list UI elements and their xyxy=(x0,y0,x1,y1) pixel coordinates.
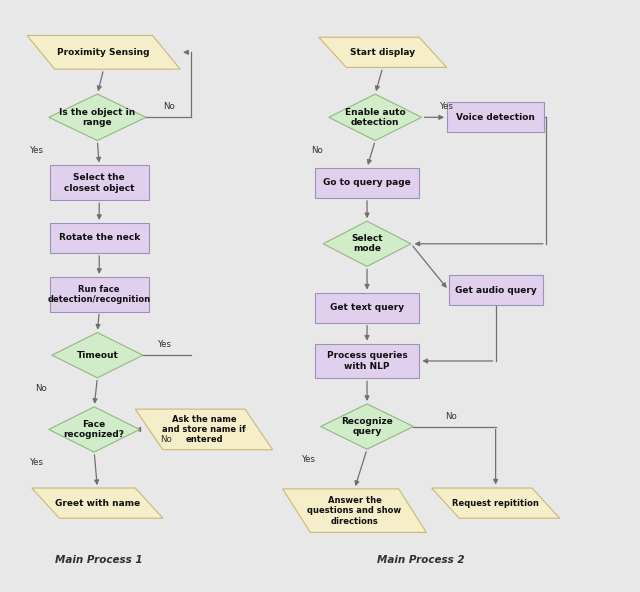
Bar xyxy=(449,275,543,305)
Polygon shape xyxy=(32,488,163,518)
Polygon shape xyxy=(135,409,273,450)
Text: No: No xyxy=(163,102,175,111)
Text: Run face
detection/recognition: Run face detection/recognition xyxy=(47,285,151,304)
Text: Timeout: Timeout xyxy=(76,350,118,360)
Text: No: No xyxy=(445,411,457,420)
Text: Start display: Start display xyxy=(350,48,415,57)
Bar xyxy=(50,277,148,311)
Text: Main Process 1: Main Process 1 xyxy=(56,555,143,565)
Text: Ask the name
and store name if
entered: Ask the name and store name if entered xyxy=(162,414,246,445)
Text: Request repitition: Request repitition xyxy=(452,498,539,507)
Text: No: No xyxy=(160,435,172,445)
Bar xyxy=(316,343,419,378)
Text: Go to query page: Go to query page xyxy=(323,178,411,188)
Text: Get audio query: Get audio query xyxy=(455,286,536,295)
Text: No: No xyxy=(35,384,47,392)
Bar xyxy=(316,168,419,198)
Text: Proximity Sensing: Proximity Sensing xyxy=(58,48,150,57)
Text: Is the object in
range: Is the object in range xyxy=(60,108,136,127)
Bar xyxy=(316,292,419,323)
Polygon shape xyxy=(319,37,447,67)
Text: Select the
closest object: Select the closest object xyxy=(64,173,134,192)
Text: Answer the
questions and show
directions: Answer the questions and show directions xyxy=(307,496,401,526)
Text: Yes: Yes xyxy=(302,455,316,464)
Text: Yes: Yes xyxy=(158,340,172,349)
Text: Enable auto
detection: Enable auto detection xyxy=(345,108,406,127)
Polygon shape xyxy=(49,407,140,452)
Polygon shape xyxy=(49,94,146,140)
Polygon shape xyxy=(52,333,143,378)
Polygon shape xyxy=(323,221,411,266)
Text: Process queries
with NLP: Process queries with NLP xyxy=(326,351,408,371)
Polygon shape xyxy=(431,488,559,518)
Text: Select
mode: Select mode xyxy=(351,234,383,253)
Text: Get text query: Get text query xyxy=(330,303,404,312)
Polygon shape xyxy=(283,489,426,532)
Text: Yes: Yes xyxy=(31,146,44,156)
Polygon shape xyxy=(329,94,422,140)
Text: Recognize
query: Recognize query xyxy=(341,417,393,436)
Text: Voice detection: Voice detection xyxy=(456,113,535,122)
Text: Rotate the neck: Rotate the neck xyxy=(59,233,140,243)
Text: Yes: Yes xyxy=(440,102,454,111)
Bar xyxy=(50,223,148,253)
Bar xyxy=(447,102,544,133)
Text: Main Process 2: Main Process 2 xyxy=(376,555,464,565)
Polygon shape xyxy=(321,404,413,449)
Bar xyxy=(50,165,148,200)
Text: Yes: Yes xyxy=(31,458,44,467)
Text: No: No xyxy=(312,146,323,156)
Text: Greet with name: Greet with name xyxy=(54,498,140,507)
Text: Face
recognized?: Face recognized? xyxy=(64,420,125,439)
Polygon shape xyxy=(27,36,180,69)
